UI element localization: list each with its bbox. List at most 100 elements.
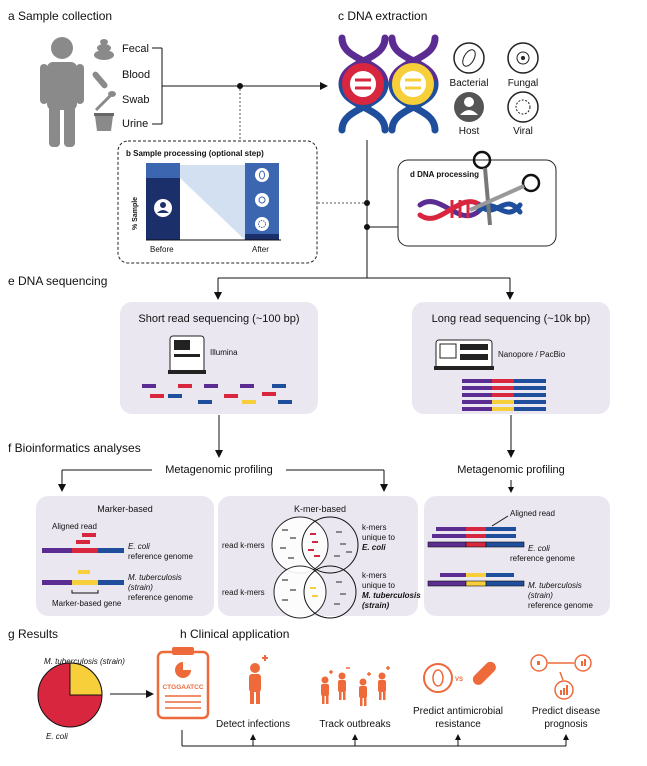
clipboard-icon xyxy=(156,647,210,720)
blood-tube-icon xyxy=(92,71,108,89)
marker-ecoli: E. coli xyxy=(128,542,150,551)
long-reads xyxy=(462,379,546,411)
section-a-title: a Sample collection xyxy=(8,9,112,23)
kmer-unique-1b: unique to xyxy=(362,533,395,542)
microbe-glyphs xyxy=(258,170,266,228)
section-e-title: e DNA sequencing xyxy=(8,274,107,288)
person-icon xyxy=(40,37,84,147)
split-connector-e xyxy=(217,277,511,294)
pie-label-ecoli: E. coli xyxy=(46,732,68,741)
section-g-title: g Results xyxy=(8,627,58,641)
sample-bracket xyxy=(152,47,320,125)
panel-b xyxy=(117,140,318,264)
long-ecoli: E. coli xyxy=(528,544,550,553)
long-ecoli-ref: reference genome xyxy=(510,554,575,563)
fungal-icon xyxy=(507,42,539,74)
results-pie-chart xyxy=(37,662,103,728)
urine-cup-icon xyxy=(94,113,114,131)
app-amr-line1: Predict antimicrobial xyxy=(413,706,503,717)
infection-person-icon xyxy=(249,655,268,704)
short-read-title: Short read sequencing (~100 bp) xyxy=(138,313,299,325)
short-profiling-label: Metagenomic profiling xyxy=(165,464,273,476)
long-read-panel xyxy=(412,302,610,414)
app-detect-infections: Detect infections xyxy=(216,719,290,730)
illumina-sequencer-icon xyxy=(168,335,206,374)
long-mtb: M. tuberculosis xyxy=(528,581,582,590)
section-b-title: b Sample processing (optional step) xyxy=(126,149,264,158)
sample-blood: Blood xyxy=(122,69,150,81)
long-mtb-ref: reference genome xyxy=(528,601,593,610)
marker-ecoli-ref: reference genome xyxy=(128,552,193,561)
long-ecoli-alignment xyxy=(427,527,525,548)
short-reads xyxy=(142,384,292,404)
marker-mtb-ref: reference genome xyxy=(128,593,193,602)
kmer-mtb: M. tuberculosis xyxy=(362,591,421,600)
sample-fecal: Fecal xyxy=(122,43,149,55)
nanopore-sequencer-icon xyxy=(434,339,494,370)
after-label: After xyxy=(252,245,269,254)
vs-label: VS xyxy=(455,677,463,683)
prognosis-icon xyxy=(530,654,592,700)
source-fungal: Fungal xyxy=(508,78,539,89)
dna-red-segment xyxy=(342,63,384,105)
kmer-mtb-strain: (strain) xyxy=(362,601,389,610)
long-profiling-label: Metagenomic profiling xyxy=(457,464,565,476)
depletion-wedge xyxy=(180,165,245,240)
dna-processing-helix xyxy=(417,199,523,221)
viral-icon xyxy=(507,91,539,123)
marker-aligned-read: Aligned read xyxy=(52,522,97,531)
marker-gene-label: Marker-based gene xyxy=(52,599,122,608)
kmer-unique-1a: k-mers xyxy=(362,523,386,532)
app-prognosis-line2: prognosis xyxy=(544,719,587,730)
percent-sample-label: % Sample xyxy=(132,197,139,230)
section-h-title: h Clinical application xyxy=(180,627,289,641)
short-read-panel xyxy=(120,302,318,414)
kmer-unique-2a: k-mers xyxy=(362,571,386,580)
marker-title: Marker-based xyxy=(97,504,153,514)
marker-mtb: M. tuberculosis xyxy=(128,573,182,582)
nanopore-label: Nanopore / PacBio xyxy=(498,350,566,359)
section-f-title: f Bioinformatics analyses xyxy=(8,441,141,455)
marker-panel xyxy=(36,496,214,616)
fecal-icon xyxy=(94,39,114,60)
clipboard-sequence: CTGGAATCC xyxy=(162,684,203,691)
application-connector xyxy=(181,730,567,747)
pie-label-mtb: M. tuberculosis (strain) xyxy=(44,657,125,666)
marker-mtb-strain: (strain) xyxy=(128,583,153,592)
kmer-ecoli: E. coli xyxy=(362,543,386,552)
app-amr-line2: resistance xyxy=(435,719,481,730)
scissors-icon xyxy=(469,150,541,226)
swab-icon xyxy=(94,91,116,112)
antimicrobial-icon xyxy=(423,661,496,693)
long-aligned-read: Aligned read xyxy=(510,509,555,518)
kmer-dots xyxy=(280,529,352,605)
ecoli-genome-bar xyxy=(42,548,72,553)
microbe-icons-after xyxy=(255,168,269,231)
outbreak-people-icon xyxy=(321,666,390,706)
bacterial-icon xyxy=(453,42,485,74)
app-track-outbreaks: Track outbreaks xyxy=(319,719,390,730)
junction-dot xyxy=(237,83,243,89)
long-mtb-alignment xyxy=(427,573,525,587)
app-prognosis-line1: Predict disease xyxy=(532,706,601,717)
arrow-to-extraction xyxy=(320,82,328,90)
kmer-read-label-2: read k-mers xyxy=(222,588,265,597)
sample-urine: Urine xyxy=(122,118,148,130)
section-c-title: c DNA extraction xyxy=(338,9,427,23)
source-host: Host xyxy=(459,126,480,137)
illumina-label: Illumina xyxy=(210,348,238,357)
before-bar-top xyxy=(146,163,180,178)
sample-swab: Swab xyxy=(122,94,150,106)
dna-yellow-segment xyxy=(392,63,434,105)
section-d-title: d DNA processing xyxy=(410,170,479,179)
kmer-unique-2b: unique to xyxy=(362,581,395,590)
source-bacterial: Bacterial xyxy=(450,78,489,89)
profiling-split xyxy=(61,469,512,488)
kmer-read-label-1: read k-mers xyxy=(222,541,265,550)
source-viral: Viral xyxy=(513,126,533,137)
kmer-title: K-mer-based xyxy=(294,504,346,514)
before-label: Before xyxy=(150,245,174,254)
mtb-genome-bar xyxy=(42,580,72,585)
